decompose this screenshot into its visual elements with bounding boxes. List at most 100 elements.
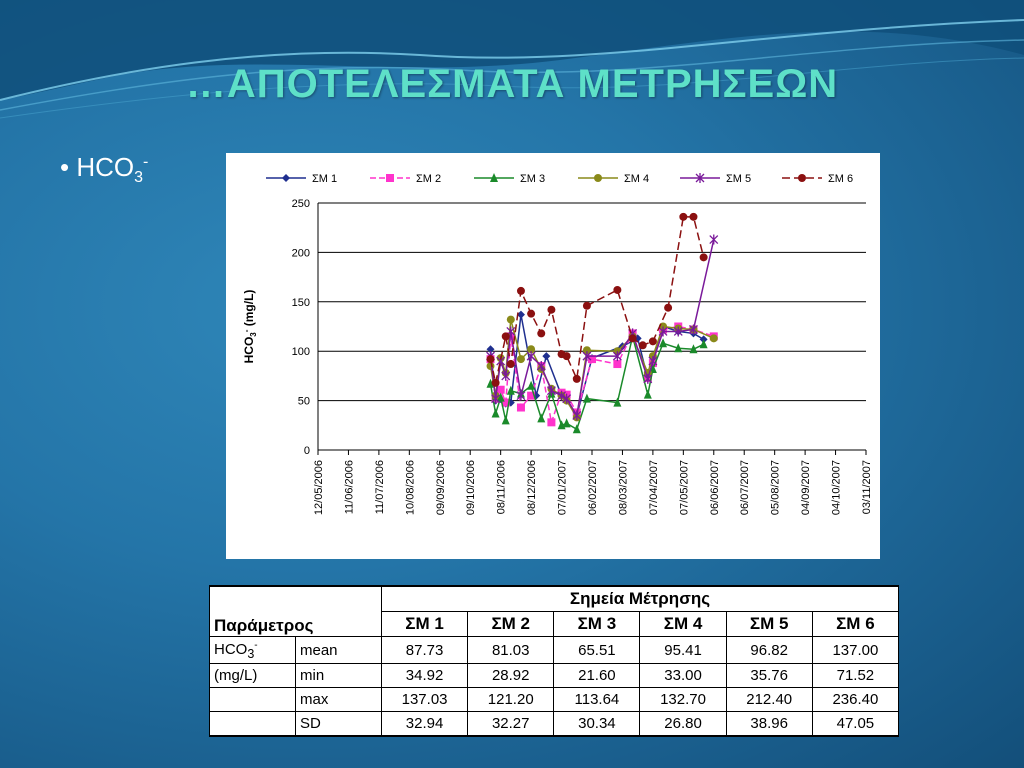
table-cell: 28.92 <box>467 662 555 688</box>
y-tick-label: 150 <box>292 297 310 309</box>
table-cell: 34.92 <box>380 662 469 688</box>
x-tick-label: 08/11/2006 <box>496 460 508 514</box>
legend-marker <box>490 173 498 182</box>
data-point <box>516 403 525 412</box>
statistics-table: Σημεία Μέτρησης Παράμετρος ΣΜ 1 ΣΜ 2 ΣΜ … <box>209 585 900 737</box>
stat-label: SD <box>295 710 382 737</box>
data-point <box>496 392 505 402</box>
slide-title: …ΑΠΟΤΕΛΕΣΜΑΤΑ ΜΕΤΡΗΣΕΩΝ <box>185 62 839 106</box>
data-point <box>659 338 668 348</box>
x-tick-label: 07/01/2007 <box>557 460 569 515</box>
data-point <box>491 408 500 418</box>
data-point <box>613 285 622 294</box>
table-row: (mg/L) min 34.92 28.92 21.60 33.00 35.76… <box>209 662 900 688</box>
col-header: ΣΜ 4 <box>639 611 727 638</box>
data-point <box>582 346 591 355</box>
data-point <box>588 355 596 364</box>
table-row: max 137.03 121.20 113.64 132.70 212.40 2… <box>209 686 900 712</box>
empty-cell <box>209 710 296 737</box>
data-point <box>527 309 536 318</box>
y-axis-label: HCO3- (mg/L) <box>242 290 258 364</box>
table-cell: 96.82 <box>725 636 813 664</box>
data-point <box>709 334 718 343</box>
data-point <box>613 360 622 369</box>
data-point <box>486 362 495 371</box>
data-point <box>562 393 572 404</box>
data-point <box>612 351 622 362</box>
x-tick-label: 10/08/2006 <box>404 460 416 515</box>
data-point <box>542 352 551 361</box>
legend-label: ΣΜ 1 <box>312 173 337 185</box>
data-point <box>516 286 525 295</box>
data-point <box>648 337 657 346</box>
empty-cell <box>209 686 296 712</box>
legend-marker <box>282 174 290 182</box>
x-tick-label: 11/07/2006 <box>374 460 386 514</box>
table-cell: 137.00 <box>811 636 900 664</box>
x-tick-label: 08/03/2007 <box>617 460 629 515</box>
data-point <box>486 345 495 354</box>
table-cell: 137.03 <box>380 686 469 712</box>
data-point <box>506 360 515 369</box>
table-cell: 65.51 <box>553 636 641 664</box>
legend-label: ΣΜ 3 <box>520 173 545 185</box>
y-tick-label: 50 <box>298 396 310 408</box>
x-tick-label: 08/12/2006 <box>526 460 538 515</box>
x-tick-label: 06/02/2007 <box>587 460 599 515</box>
legend-marker <box>798 174 806 182</box>
data-point <box>527 391 536 400</box>
table-cell: 71.52 <box>811 662 900 688</box>
table-cell: 113.64 <box>553 686 641 712</box>
data-point <box>501 398 510 407</box>
data-point <box>516 390 526 401</box>
stat-label: min <box>295 662 382 688</box>
data-point <box>689 324 698 335</box>
data-point <box>547 305 556 314</box>
data-point <box>491 393 501 404</box>
x-tick-label: 07/04/2007 <box>648 460 660 515</box>
legend-marker <box>386 174 394 182</box>
data-point <box>572 424 581 434</box>
data-point <box>491 378 500 387</box>
data-point <box>557 390 567 401</box>
table-cell: 30.34 <box>553 710 641 737</box>
data-point <box>582 351 592 362</box>
table-corner-cell <box>209 585 382 612</box>
legend-label: ΣΜ 2 <box>416 173 441 185</box>
x-tick-label: 06/06/2007 <box>709 460 721 515</box>
table-row: HCO3- mean 87.73 81.03 65.51 95.41 96.82… <box>209 636 900 664</box>
chart-container: 0 50 100 150 200 250 12/05/2006 11/06/2006 11/07… <box>226 153 880 559</box>
bullet-text: HCO3- <box>76 152 149 187</box>
data-point <box>486 378 495 388</box>
col-header: ΣΜ 1 <box>380 611 469 638</box>
y-tick-label: 200 <box>292 247 310 259</box>
data-point <box>496 385 505 394</box>
x-tick-label: 07/05/2007 <box>678 460 690 515</box>
x-tick-label: 12/05/2006 <box>313 460 325 515</box>
legend-label: ΣΜ 4 <box>624 173 649 185</box>
x-tick-label: 03/11/2007 <box>861 460 873 514</box>
data-point <box>527 380 536 390</box>
col-header: ΣΜ 5 <box>725 611 813 638</box>
table-cell: 35.76 <box>725 662 813 688</box>
header-wave-decoration <box>0 0 1024 119</box>
y-tick-label: 250 <box>292 198 310 210</box>
x-tick-label: 04/10/2007 <box>831 460 843 515</box>
data-point <box>674 343 683 353</box>
bullet-hco3: • HCO3- <box>60 152 148 187</box>
data-point <box>486 355 495 364</box>
data-point <box>648 356 658 367</box>
data-point <box>516 310 525 319</box>
table-cell: 95.41 <box>639 636 727 664</box>
data-point <box>664 303 673 312</box>
table-cell: 87.73 <box>380 636 469 664</box>
y-tick-label: 0 <box>304 445 310 457</box>
data-point <box>658 326 668 337</box>
stat-label: max <box>295 686 382 712</box>
x-tick-label: 05/08/2007 <box>770 460 782 515</box>
data-point <box>699 339 708 349</box>
data-point <box>572 374 581 383</box>
data-point <box>582 301 591 310</box>
table-cell: 38.96 <box>725 710 813 737</box>
data-point <box>506 385 515 395</box>
